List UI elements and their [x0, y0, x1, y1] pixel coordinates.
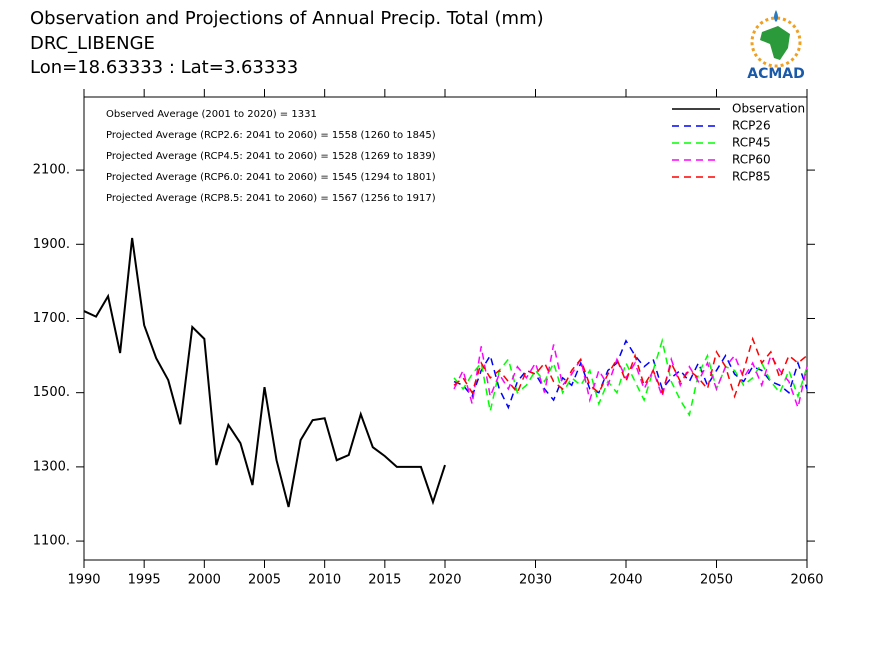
y-tick-label: 2100.: [33, 163, 70, 178]
subtitle: DRC_LIBENGE: [30, 33, 155, 54]
x-tick-label: 2040: [609, 573, 642, 588]
legend-label: RCP45: [732, 136, 771, 150]
series-line: [453, 344, 808, 411]
logo: ACMAD: [747, 10, 805, 82]
subtitle: Lon=18.63333 : Lat=3.63333: [30, 57, 298, 78]
legend-label: Observation: [732, 102, 805, 116]
x-tick-label: 2005: [248, 573, 281, 588]
legend-label: RCP60: [732, 153, 771, 167]
annotation: Projected Average (RCP4.5: 2041 to 2060)…: [106, 151, 436, 162]
chart-title: Observation and Projections of Annual Pr…: [30, 8, 544, 29]
annotation: Projected Average (RCP6.0: 2041 to 2060)…: [106, 172, 436, 183]
logo-text: ACMAD: [747, 66, 805, 82]
legend-label: RCP26: [732, 119, 771, 133]
x-tick-label: 1990: [67, 573, 100, 588]
x-tick-label: 2000: [188, 573, 221, 588]
series-line: [453, 336, 808, 399]
legend-label: RCP85: [732, 170, 771, 184]
y-tick-label: 1300.: [33, 459, 70, 474]
x-tick-label: 2030: [519, 573, 552, 588]
x-tick-label: 2020: [428, 573, 461, 588]
annotation: Observed Average (2001 to 2020) = 1331: [106, 109, 317, 120]
y-tick-label: 1700.: [33, 311, 70, 326]
y-tick-label: 1900.: [33, 237, 70, 252]
x-tick-label: 2015: [368, 573, 401, 588]
annotation: Projected Average (RCP8.5: 2041 to 2060)…: [106, 193, 436, 204]
y-tick-label: 1500.: [33, 385, 70, 400]
x-tick-label: 2060: [790, 573, 823, 588]
y-tick-label: 1100.: [33, 534, 70, 549]
x-tick-label: 2010: [308, 573, 341, 588]
x-tick-label: 2050: [700, 573, 733, 588]
series-line: [453, 339, 808, 410]
series-line: [83, 237, 446, 508]
x-tick-label: 1995: [128, 573, 161, 588]
annotation: Projected Average (RCP2.6: 2041 to 2060)…: [106, 130, 436, 141]
